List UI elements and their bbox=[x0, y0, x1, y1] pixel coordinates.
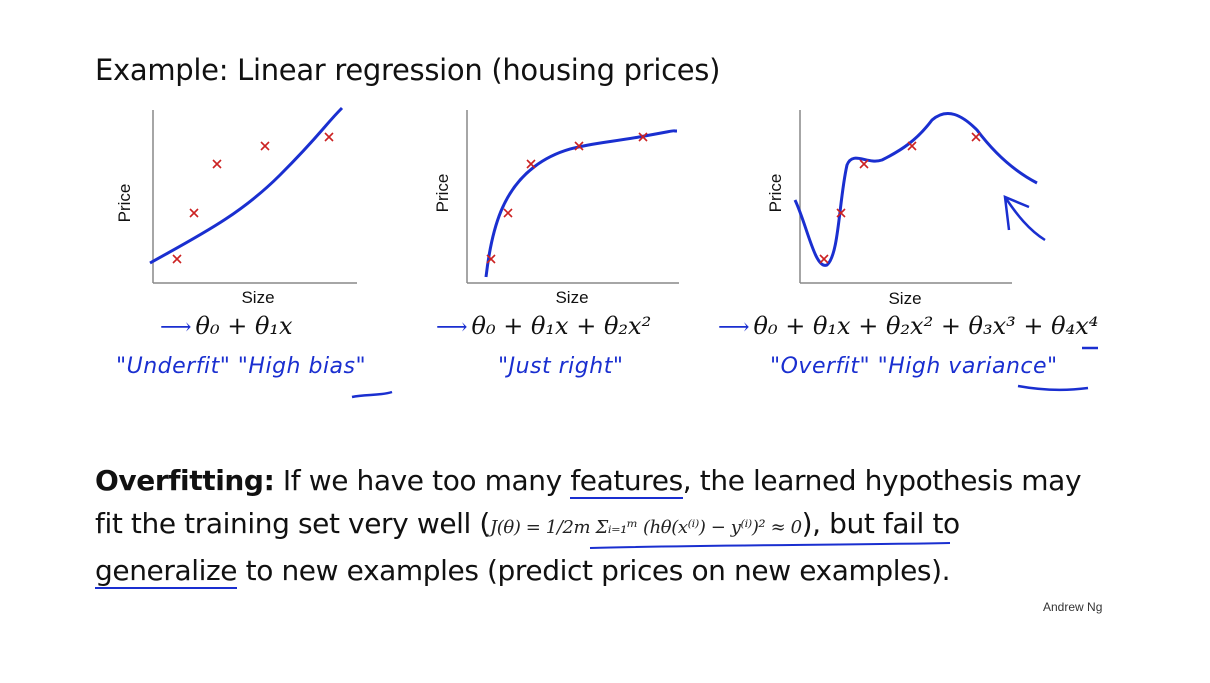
y-axis-label: Price bbox=[433, 174, 452, 213]
arrow-icon: ⟶ bbox=[160, 315, 192, 340]
data-points bbox=[486, 132, 648, 264]
equation-underfit: ⟶ θ₀ + θ₁x bbox=[160, 312, 293, 340]
plot-overfit: Price Size bbox=[766, 105, 1057, 309]
plot-just-right: Price Size bbox=[433, 105, 684, 309]
annotation-overfit: "Overfit" "High variance" bbox=[770, 354, 1058, 379]
plot-just-right-svg: Price Size bbox=[433, 110, 679, 307]
overfitting-paragraph: Overfitting: If we have too many feature… bbox=[95, 464, 1082, 589]
plot-overfit-svg: Price Size bbox=[766, 110, 1046, 308]
x-axis-label: Size bbox=[555, 288, 588, 307]
data-points bbox=[819, 132, 981, 264]
arrow-icon: ⟶ bbox=[718, 315, 750, 340]
author-credit: Andrew Ng bbox=[1043, 600, 1103, 614]
term-overfitting: Overfitting: bbox=[95, 464, 275, 497]
x-axis-label: Size bbox=[888, 289, 921, 308]
plot-underfit: Price Size bbox=[115, 105, 360, 309]
cost-formula: J(θ) = 1/2m Σᵢ₌₁ᵐ (hθ(x⁽ⁱ⁾) − y⁽ⁱ⁾)² ≈ 0 bbox=[489, 517, 802, 538]
y-axis-label: Price bbox=[115, 184, 134, 223]
equation-just-right: ⟶ θ₀ + θ₁x + θ₂x² bbox=[436, 312, 652, 340]
annotation-just-right: "Just right" bbox=[498, 354, 624, 379]
equation-overfit: ⟶ θ₀ + θ₁x + θ₂x² + θ₃x³ + θ₄x⁴ bbox=[718, 312, 1099, 340]
annotation-underfit: "Underfit" "High bias" bbox=[116, 354, 367, 379]
slide-title: Example: Linear regression (housing pric… bbox=[95, 53, 721, 87]
arrow-icon: ⟶ bbox=[436, 315, 468, 340]
features-underlined: features bbox=[570, 464, 683, 499]
generalize-underlined: generalize bbox=[95, 554, 238, 589]
x-axis-label: Size bbox=[241, 288, 274, 307]
plot-underfit-svg: Price Size bbox=[115, 106, 357, 307]
y-axis-label: Price bbox=[766, 174, 785, 213]
data-points bbox=[172, 132, 334, 264]
